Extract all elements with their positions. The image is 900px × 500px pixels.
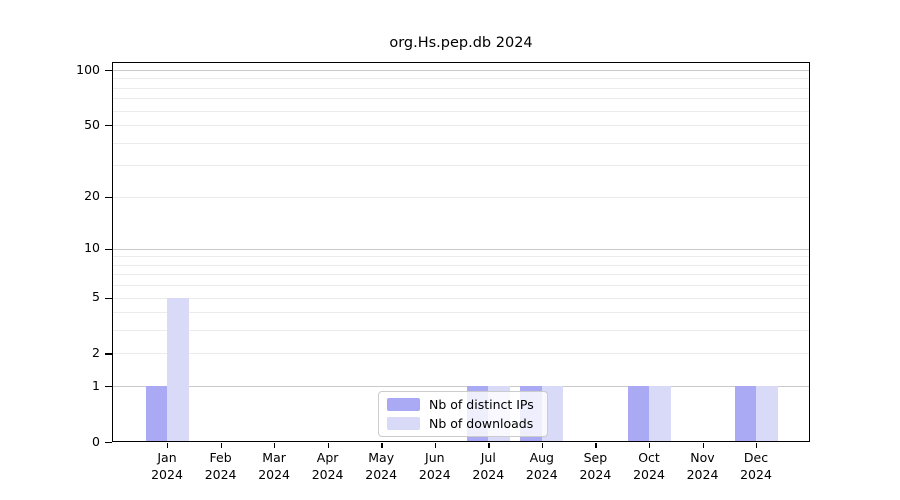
major-gridline [113,70,809,71]
x-axis-tick-label: Mar 2024 [258,450,290,482]
x-axis-tick-label: Aug 2024 [525,450,558,482]
bar-downloads [649,386,671,442]
legend-swatch-downloads [387,417,420,430]
minor-gridline [113,285,809,287]
y-axis-tick [105,248,112,251]
x-axis-tick [167,443,169,448]
x-axis-tick [434,443,437,448]
y-axis-tick-label: 2 [92,344,100,360]
minor-gridline [113,165,809,167]
minor-gridline [113,87,809,89]
y-axis-tick [105,125,112,127]
y-axis-tick [105,297,112,299]
bar-distinct-ips [627,386,649,442]
plot-border [112,62,810,442]
bar-distinct-ips [145,386,167,442]
bar-distinct-ips [734,386,756,442]
legend: Nb of distinct IPs Nb of downloads [378,391,548,437]
x-axis-tick [274,443,276,448]
x-axis-tick [702,443,704,448]
y-axis-tick [105,386,112,388]
x-axis-tick [220,443,222,448]
legend-item-downloads: Nb of downloads [387,416,539,431]
y-axis-tick-label: 5 [92,289,100,305]
x-axis-tick-label: Feb 2024 [204,450,237,482]
y-axis-tick-label: 1 [92,377,100,393]
y-axis-tick [105,70,112,72]
chart-title: org.Hs.pep.db 2024 [389,35,533,51]
x-axis-tick-label: Dec 2024 [740,450,772,482]
major-gridline [113,386,809,388]
x-axis-tick [541,443,544,448]
x-axis-tick-label: Apr 2024 [311,450,344,482]
minor-gridline [113,297,809,299]
minor-gridline [113,274,809,276]
minor-gridline [113,330,809,332]
x-axis-tick-label: Jul 2024 [472,450,505,482]
legend-label-downloads: Nb of downloads [429,416,534,431]
x-axis-tick-label: Jan 2024 [151,450,183,482]
legend-label-distinct-ips: Nb of distinct IPs [429,397,534,412]
minor-gridline [113,98,809,100]
y-axis-tick-label: 100 [76,61,100,77]
minor-gridline [113,256,809,258]
x-axis-tick [381,443,383,448]
minor-gridline [113,125,809,127]
bar-downloads [167,297,189,442]
legend-swatch-distinct-ips [387,398,420,411]
minor-gridline [113,78,809,80]
legend-item-distinct-ips: Nb of distinct IPs [387,397,539,412]
y-axis-tick-label: 50 [84,116,100,132]
bar-downloads [756,386,778,442]
x-axis-tick-label: Jun 2024 [418,450,451,482]
minor-gridline [113,196,809,198]
y-axis-tick [105,442,112,444]
minor-gridline [113,264,809,266]
x-axis-tick [488,443,490,448]
x-axis-tick [756,443,758,448]
x-axis-tick-label: May 2024 [365,450,398,482]
minor-gridline [113,312,809,314]
x-axis-tick-label: Oct 2024 [633,450,665,482]
x-axis-tick [327,443,329,448]
minor-gridline [113,353,809,355]
x-axis-tick [649,443,651,448]
y-axis-tick [105,353,112,355]
y-axis-tick [105,196,112,198]
y-axis-tick-label: 10 [84,240,100,256]
x-axis-tick [595,443,597,448]
y-axis-tick-label: 20 [84,188,100,204]
y-axis-tick-label: 0 [92,433,100,449]
minor-gridline [113,110,809,112]
major-gridline [113,248,809,250]
minor-gridline [113,142,809,144]
x-axis-tick-label: Sep 2024 [579,450,612,482]
x-axis-tick-label: Nov 2024 [686,450,719,482]
